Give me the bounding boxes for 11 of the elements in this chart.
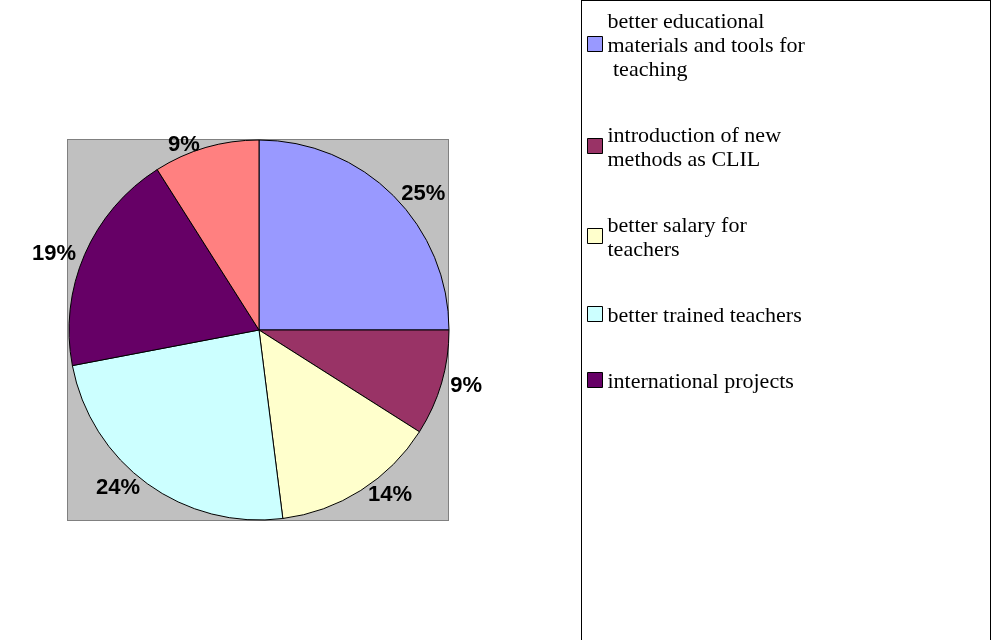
legend-label: better salary for teachers <box>607 211 753 261</box>
data-label: 14% <box>367 481 412 507</box>
data-label: 25% <box>401 180 446 206</box>
legend-label: introduction of new methods as CLIL <box>607 121 787 171</box>
data-label: 9% <box>450 371 483 397</box>
data-label: 19% <box>31 240 76 266</box>
data-label: 9% <box>168 131 200 157</box>
legend-label: better trained teachers <box>607 301 802 327</box>
data-label: 24% <box>95 474 140 500</box>
legend-label: international projects <box>607 367 794 393</box>
legend-label: better educational materials and tools for teaching <box>607 7 806 81</box>
